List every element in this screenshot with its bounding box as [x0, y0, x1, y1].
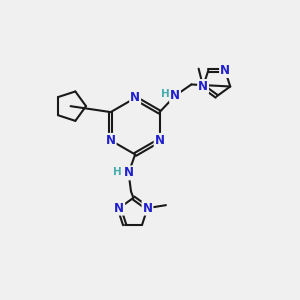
Text: H: H	[113, 167, 122, 177]
Text: H: H	[161, 89, 170, 99]
Text: N: N	[106, 134, 116, 147]
Text: N: N	[130, 92, 140, 104]
Text: N: N	[124, 167, 134, 179]
Text: N: N	[170, 89, 180, 102]
Text: N: N	[154, 134, 165, 147]
Text: N: N	[220, 64, 230, 77]
Text: N: N	[114, 202, 124, 214]
Text: N: N	[198, 80, 208, 93]
Text: N: N	[142, 202, 152, 214]
